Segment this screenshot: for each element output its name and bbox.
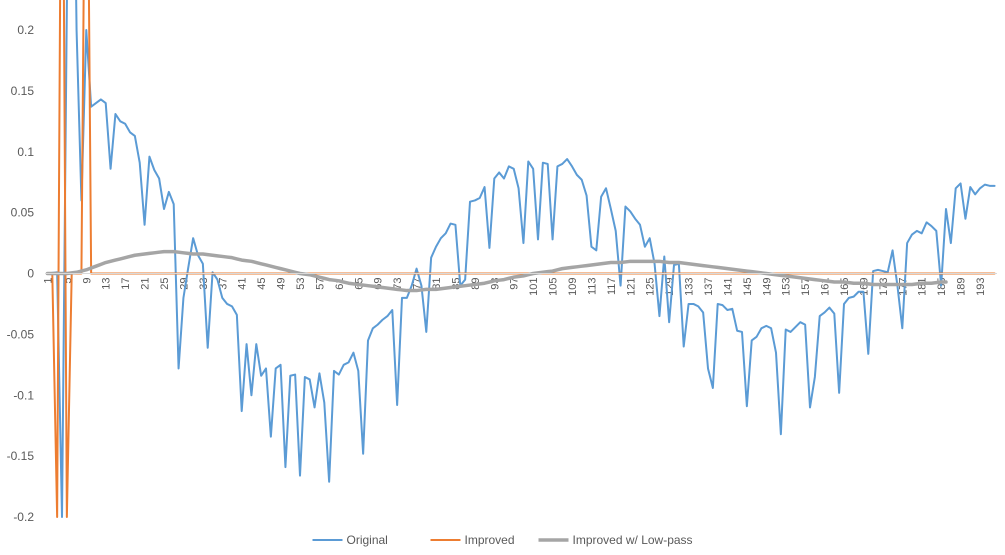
legend: Original Improved Improved w/ Low-pass: [312, 533, 693, 547]
x-tick-label: 145: [742, 278, 754, 296]
x-tick-label: 157: [800, 278, 812, 296]
x-tick-label: 105: [548, 278, 560, 296]
x-tick-label: 165: [839, 278, 851, 296]
x-tick-label: 25: [159, 278, 171, 290]
series-layer: [45, 0, 996, 518]
x-tick-label: 141: [722, 278, 734, 296]
y-tick-label: 0.1: [17, 145, 34, 159]
legend-item-1: Improved: [430, 533, 515, 547]
x-tick-label: 41: [237, 278, 249, 290]
x-tick-label: 49: [276, 278, 288, 290]
x-tick-label: 121: [625, 278, 637, 296]
series-2: [45, 249, 948, 293]
y-tick-label: 0.15: [11, 84, 35, 98]
y-tick-label: 0.05: [11, 206, 35, 220]
x-tick-label: 81: [431, 278, 443, 290]
y-axis-tick-labels: 0.2 0.15 0.1 0.05 0 -0.05 -0.1 -0.15 -0.2: [7, 23, 35, 524]
x-tick-label: 9: [81, 278, 93, 284]
x-tick-label: 13: [101, 278, 113, 290]
x-tick-label: 181: [917, 278, 929, 296]
legend-item-0: Original: [312, 533, 388, 547]
x-tick-label: 113: [586, 278, 598, 296]
x-tick-label: 149: [761, 278, 773, 296]
x-tick-label: 117: [606, 278, 618, 296]
x-tick-label: 57: [314, 278, 326, 290]
y-tick-label: 0: [27, 267, 34, 281]
x-tick-label: 21: [140, 278, 152, 290]
x-tick-label: 177: [897, 278, 909, 296]
legend-label: Improved: [465, 533, 515, 547]
y-tick-label: -0.15: [7, 449, 35, 463]
y-tick-label: -0.2: [13, 510, 34, 524]
x-tick-label: 29: [178, 278, 190, 290]
x-tick-label: 125: [645, 278, 657, 296]
legend-label: Original: [347, 533, 388, 547]
x-tick-label: 173: [878, 278, 890, 296]
x-tick-label: 193: [975, 278, 987, 296]
series-0: [46, 0, 996, 518]
x-tick-label: 5: [62, 278, 74, 284]
y-tick-label: -0.1: [13, 388, 34, 402]
series-line-2: [45, 249, 948, 293]
series-line-0: [46, 0, 996, 518]
x-tick-label: 45: [256, 278, 268, 290]
x-tick-label: 53: [295, 278, 307, 290]
x-tick-label: 97: [509, 278, 521, 290]
x-tick-label: 153: [781, 278, 793, 296]
legend-item-2: Improved w/ Low-pass: [538, 533, 693, 547]
x-tick-label: 73: [392, 278, 404, 290]
x-tick-label: 1: [42, 278, 54, 284]
x-tick-label: 133: [684, 278, 696, 296]
x-tick-label: 137: [703, 278, 715, 296]
y-tick-label: -0.05: [7, 327, 35, 341]
x-tick-label: 17: [120, 278, 132, 290]
x-tick-label: 101: [528, 278, 540, 296]
x-tick-label: 109: [567, 278, 579, 296]
legend-label: Improved w/ Low-pass: [573, 533, 693, 547]
x-tick-label: 189: [956, 278, 968, 296]
y-tick-label: 0.2: [17, 23, 34, 37]
